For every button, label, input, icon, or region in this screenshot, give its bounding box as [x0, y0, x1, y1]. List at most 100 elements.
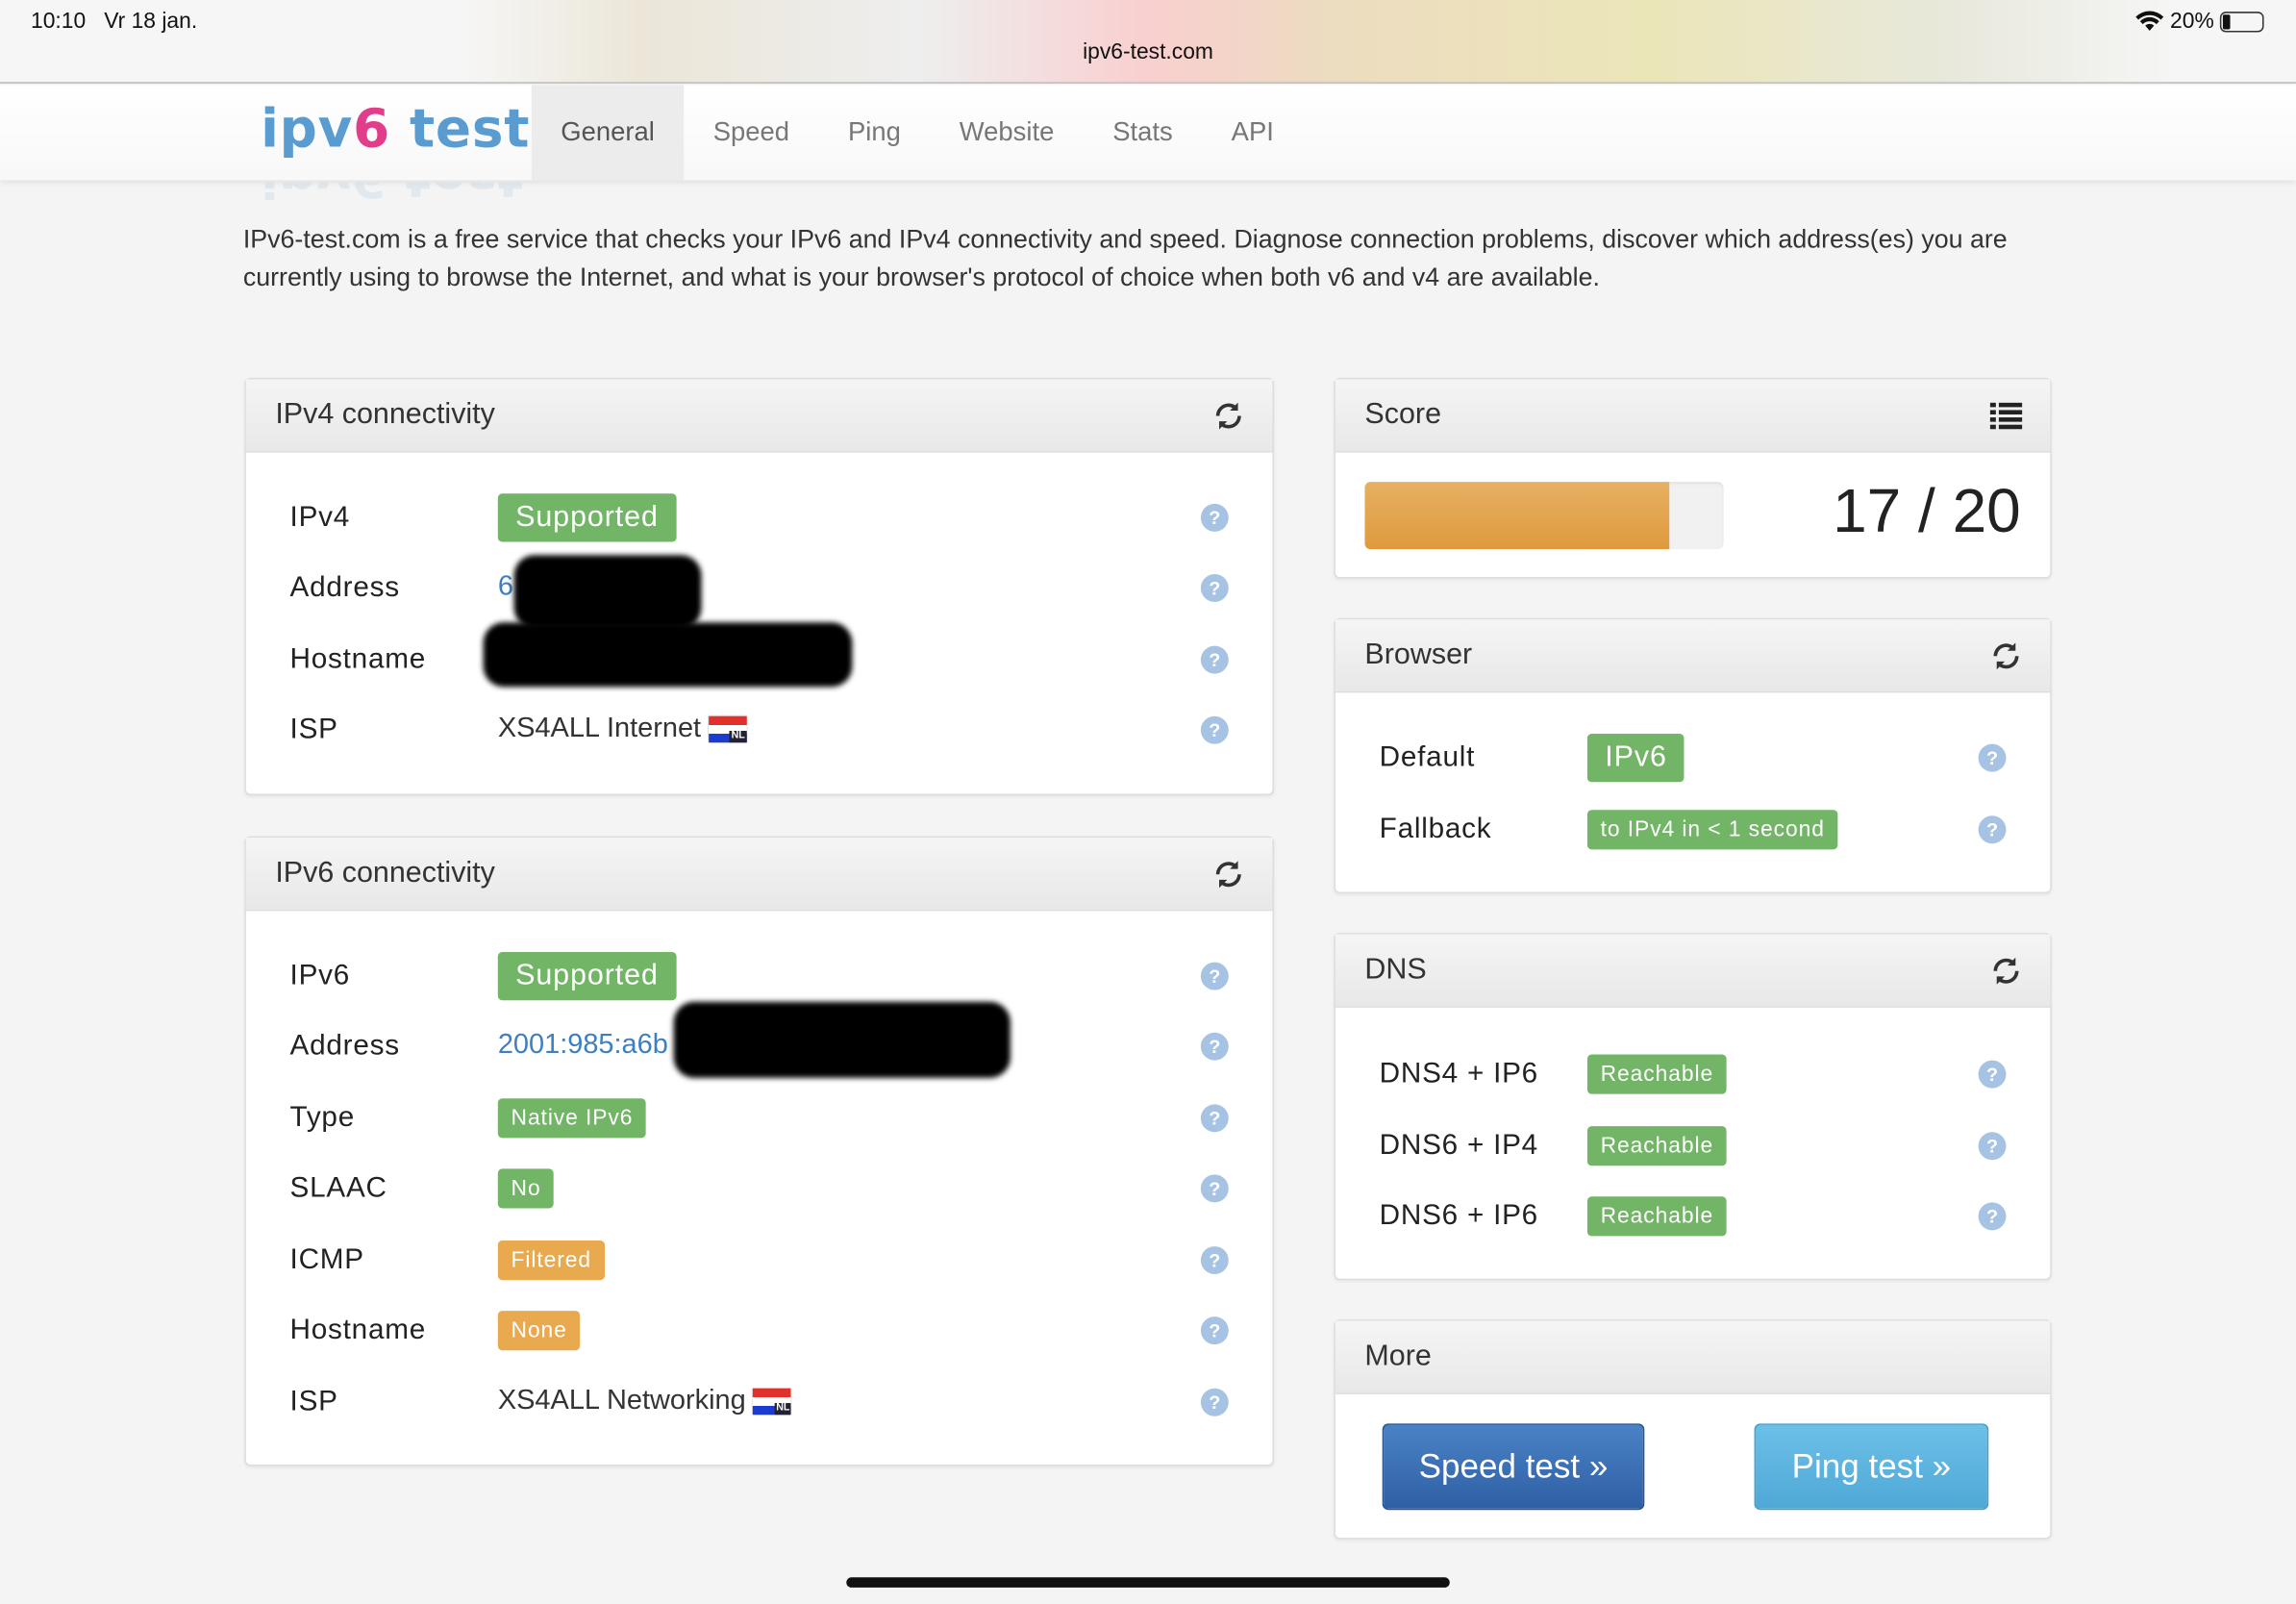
status-icons: 20%: [2134, 9, 2264, 35]
help-icon[interactable]: ?: [1200, 1316, 1229, 1344]
intro-text: IPv6-test.com is a free service that che…: [242, 224, 2008, 292]
tab-ping[interactable]: Ping: [847, 116, 901, 147]
dns-row: DNS6 + IP6 Reachable?: [1380, 1187, 2007, 1245]
refresh-icon[interactable]: [1990, 954, 2023, 987]
time: 10:10: [30, 9, 87, 35]
slaac-row: SLAAC No?: [290, 1159, 1229, 1217]
redaction: [483, 622, 853, 688]
browser-panel: Browser Default IPv6? Fallback to IPv4 in …: [1334, 617, 2052, 894]
address-bar-url[interactable]: ipv6-test.com: [1083, 39, 1213, 65]
panel-title: Score: [1364, 398, 1442, 431]
default-row: Default IPv6?: [1380, 728, 2007, 787]
status-time: 10:10 Vr 18 jan.: [31, 9, 197, 34]
status-badge: Reachable: [1586, 1195, 1727, 1236]
speed-test-button[interactable]: Speed test »: [1382, 1423, 1645, 1511]
status-badge: Supported: [497, 492, 677, 541]
home-indicator[interactable]: [846, 1577, 1450, 1588]
isp-value: XS4ALL Networking: [497, 1385, 746, 1416]
help-icon[interactable]: ?: [1978, 1201, 2007, 1230]
status-badge: Reachable: [1586, 1053, 1727, 1093]
date: Vr 18 jan.: [104, 9, 198, 35]
status-badge: None: [497, 1310, 581, 1350]
help-icon[interactable]: ?: [1200, 644, 1229, 673]
status-badge: No: [497, 1167, 555, 1208]
dns-row: DNS4 + IP6 Reachable?: [1380, 1044, 2007, 1103]
row-label: Type: [289, 1100, 355, 1134]
panel-title: IPv4 connectivity: [275, 398, 495, 431]
row-label: DNS6 + IP4: [1379, 1128, 1538, 1161]
panel-title: DNS: [1364, 953, 1427, 986]
ipv4-address-link[interactable]: 6: [497, 570, 513, 602]
row-label: Default: [1379, 739, 1476, 773]
score-value: 17 / 20: [1833, 475, 2021, 545]
more-panel: More Speed test » Ping test »: [1334, 1319, 2052, 1540]
dns-panel: DNS DNS4 + IP6 Reachable? DNS6 + IP4 Reach…: [1334, 933, 2052, 1281]
help-icon[interactable]: ?: [1200, 573, 1229, 602]
logo[interactable]: ipv6 test: [261, 99, 531, 161]
help-icon[interactable]: ?: [1200, 1173, 1229, 1202]
status-badge: to IPv4 in < 1 second: [1586, 809, 1838, 849]
nl-flag-icon: NL: [708, 715, 747, 743]
help-icon[interactable]: ?: [1978, 742, 2007, 771]
row-label: IPv6: [289, 958, 351, 991]
refresh-icon[interactable]: [1990, 639, 2023, 672]
help-icon[interactable]: ?: [1200, 1245, 1229, 1274]
help-icon[interactable]: ?: [1978, 1059, 2007, 1088]
score-panel: Score 17 / 20: [1334, 377, 2052, 579]
isp-row: ISP XS4ALL Internet NL?: [290, 700, 1229, 759]
tab-website[interactable]: Website: [959, 116, 1055, 147]
help-icon[interactable]: ?: [1200, 1388, 1229, 1416]
battery-percent: 20%: [2170, 9, 2214, 35]
tab-api[interactable]: API: [1231, 116, 1274, 147]
dns-row: DNS6 + IP4 Reachable?: [1380, 1116, 2007, 1175]
isp-row: ISP XS4ALL Networking NL?: [290, 1372, 1229, 1431]
icmp-row: ICMP Filtered?: [290, 1230, 1229, 1289]
address-row: Address 6?: [290, 558, 1229, 616]
help-icon[interactable]: ?: [1200, 961, 1229, 990]
ipv6-panel: IPv6 connectivity IPv6 Supported? Address…: [244, 836, 1275, 1466]
tab-stats[interactable]: Stats: [1112, 116, 1173, 147]
row-label: Hostname: [289, 641, 427, 675]
hostname-row: Hostname None?: [290, 1300, 1229, 1359]
isp-value: XS4ALL Internet: [497, 713, 702, 744]
tab-general[interactable]: General: [531, 85, 685, 181]
ping-test-button[interactable]: Ping test »: [1754, 1423, 1989, 1511]
ipv4-row: IPv4 Supported?: [290, 488, 1229, 546]
wifi-icon: [2135, 11, 2164, 31]
help-icon[interactable]: ?: [1200, 1103, 1229, 1132]
help-icon[interactable]: ?: [1200, 714, 1229, 743]
battery-icon: [2219, 11, 2264, 32]
panel-title: Browser: [1364, 639, 1473, 671]
score-progress-fill: [1364, 482, 1670, 550]
top-nav: ipv6 test ipv6 test General Speed Ping W…: [0, 85, 2296, 180]
row-label: ISP: [289, 1384, 338, 1417]
score-progress-bar: [1364, 482, 1724, 550]
status-badge: Reachable: [1586, 1125, 1727, 1165]
type-row: Type Native IPv6?: [290, 1089, 1229, 1147]
hostname-row: Hostname?: [290, 630, 1229, 689]
panel-title: IPv6 connectivity: [275, 856, 495, 890]
help-icon[interactable]: ?: [1200, 1031, 1229, 1060]
row-label: SLAAC: [289, 1170, 387, 1204]
row-label: IPv4: [289, 500, 351, 533]
ipv6-address-link[interactable]: 2001:985:a6b: [497, 1029, 668, 1061]
tab-speed[interactable]: Speed: [712, 116, 790, 147]
row-label: Fallback: [1379, 812, 1492, 845]
row-label: Address: [289, 570, 400, 603]
help-icon[interactable]: ?: [1200, 503, 1229, 532]
redaction: [673, 1001, 1011, 1078]
row-label: ICMP: [289, 1242, 364, 1275]
row-label: ISP: [289, 712, 338, 745]
status-badge: Supported: [497, 951, 677, 1000]
fallback-row: Fallback to IPv4 in < 1 second?: [1380, 800, 2007, 859]
status-badge: Native IPv6: [497, 1097, 647, 1138]
nl-flag-icon: NL: [753, 1388, 791, 1416]
help-icon[interactable]: ?: [1978, 815, 2007, 843]
list-icon[interactable]: [1989, 401, 2023, 430]
row-label: Hostname: [289, 1313, 427, 1345]
help-icon[interactable]: ?: [1978, 1131, 2007, 1160]
row-label: DNS4 + IP6: [1379, 1056, 1538, 1090]
status-bar: 10:10 Vr 18 jan. ipv6-test.com 20%: [0, 0, 2296, 84]
refresh-icon[interactable]: [1212, 858, 1245, 890]
refresh-icon[interactable]: [1212, 399, 1245, 432]
